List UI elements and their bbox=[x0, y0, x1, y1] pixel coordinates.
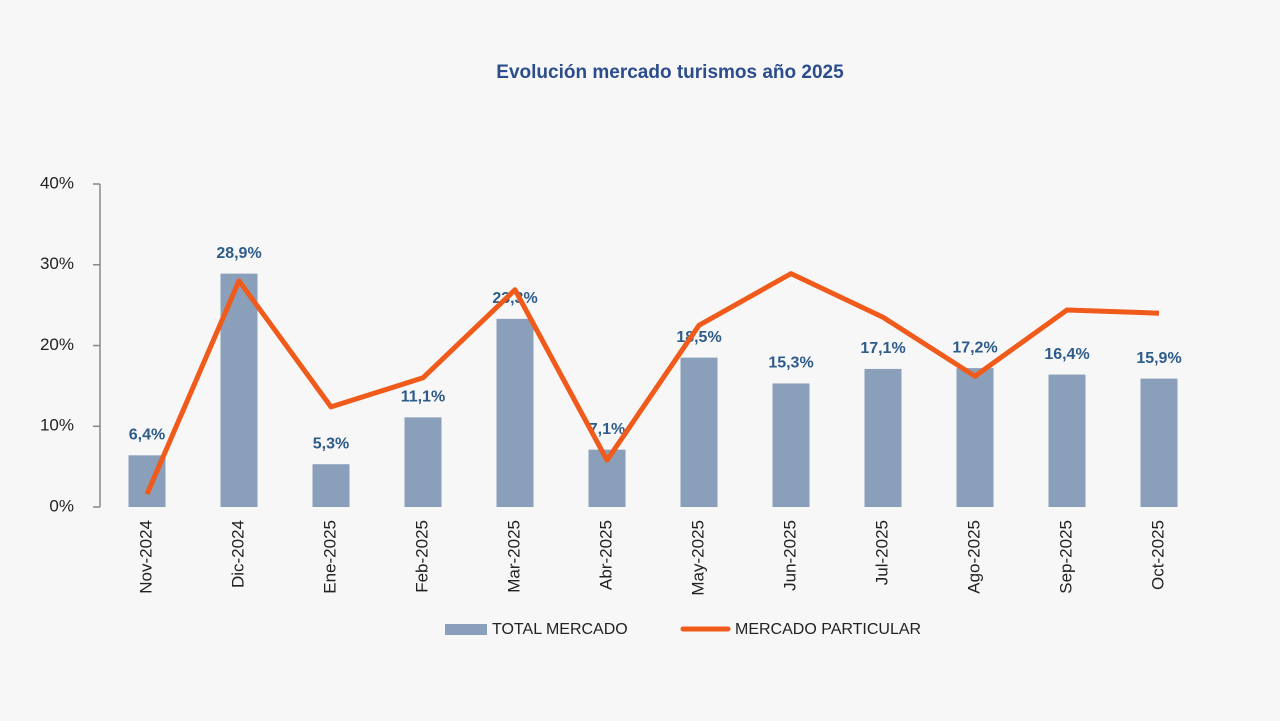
x-tick-label: Dic-2024 bbox=[228, 520, 247, 588]
bar bbox=[680, 357, 718, 507]
y-tick-label: 20% bbox=[40, 335, 74, 354]
x-tick-label: Ene-2025 bbox=[320, 520, 339, 594]
value-label: 7,1% bbox=[589, 421, 625, 438]
x-tick-label: Feb-2025 bbox=[412, 520, 431, 593]
value-label: 6,4% bbox=[129, 427, 165, 444]
chart-title: Evolución mercado turismos año 2025 bbox=[496, 62, 844, 83]
y-tick-label: 40% bbox=[40, 173, 74, 192]
value-label: 17,2% bbox=[952, 339, 997, 356]
bar bbox=[312, 464, 350, 507]
value-label: 17,1% bbox=[860, 340, 905, 357]
legend-label: MERCADO PARTICULAR bbox=[735, 621, 921, 638]
value-label: 16,4% bbox=[1044, 346, 1089, 363]
y-tick-label: 30% bbox=[40, 254, 74, 273]
legend-swatch bbox=[445, 624, 487, 635]
bar bbox=[496, 318, 534, 507]
x-tick-label: Jul-2025 bbox=[872, 520, 891, 585]
x-tick-label: Sep-2025 bbox=[1056, 520, 1075, 594]
y-tick-label: 0% bbox=[49, 496, 74, 515]
value-label: 18,5% bbox=[676, 329, 721, 346]
x-tick-label: Mar-2025 bbox=[504, 520, 523, 593]
x-tick-label: Oct-2025 bbox=[1148, 520, 1167, 590]
x-tick-label: Ago-2025 bbox=[964, 520, 983, 594]
bar bbox=[1140, 378, 1178, 507]
value-label: 5,3% bbox=[313, 435, 349, 452]
bar bbox=[1048, 374, 1086, 507]
value-label: 15,3% bbox=[768, 355, 813, 372]
value-label: 11,1% bbox=[401, 389, 445, 406]
line bbox=[144, 271, 1160, 496]
legend-label: TOTAL MERCADO bbox=[492, 621, 628, 638]
bar bbox=[404, 417, 442, 507]
x-tick-label: Nov-2024 bbox=[136, 520, 155, 594]
bar bbox=[864, 368, 902, 507]
x-tick-label: May-2025 bbox=[688, 520, 707, 596]
value-label: 15,9% bbox=[1136, 350, 1181, 367]
value-label: 28,9% bbox=[216, 245, 261, 262]
bar bbox=[772, 383, 810, 507]
x-tick-label: Abr-2025 bbox=[596, 520, 615, 590]
x-tick-label: Jun-2025 bbox=[780, 520, 799, 591]
y-tick-label: 10% bbox=[40, 416, 74, 435]
bar bbox=[956, 368, 994, 507]
